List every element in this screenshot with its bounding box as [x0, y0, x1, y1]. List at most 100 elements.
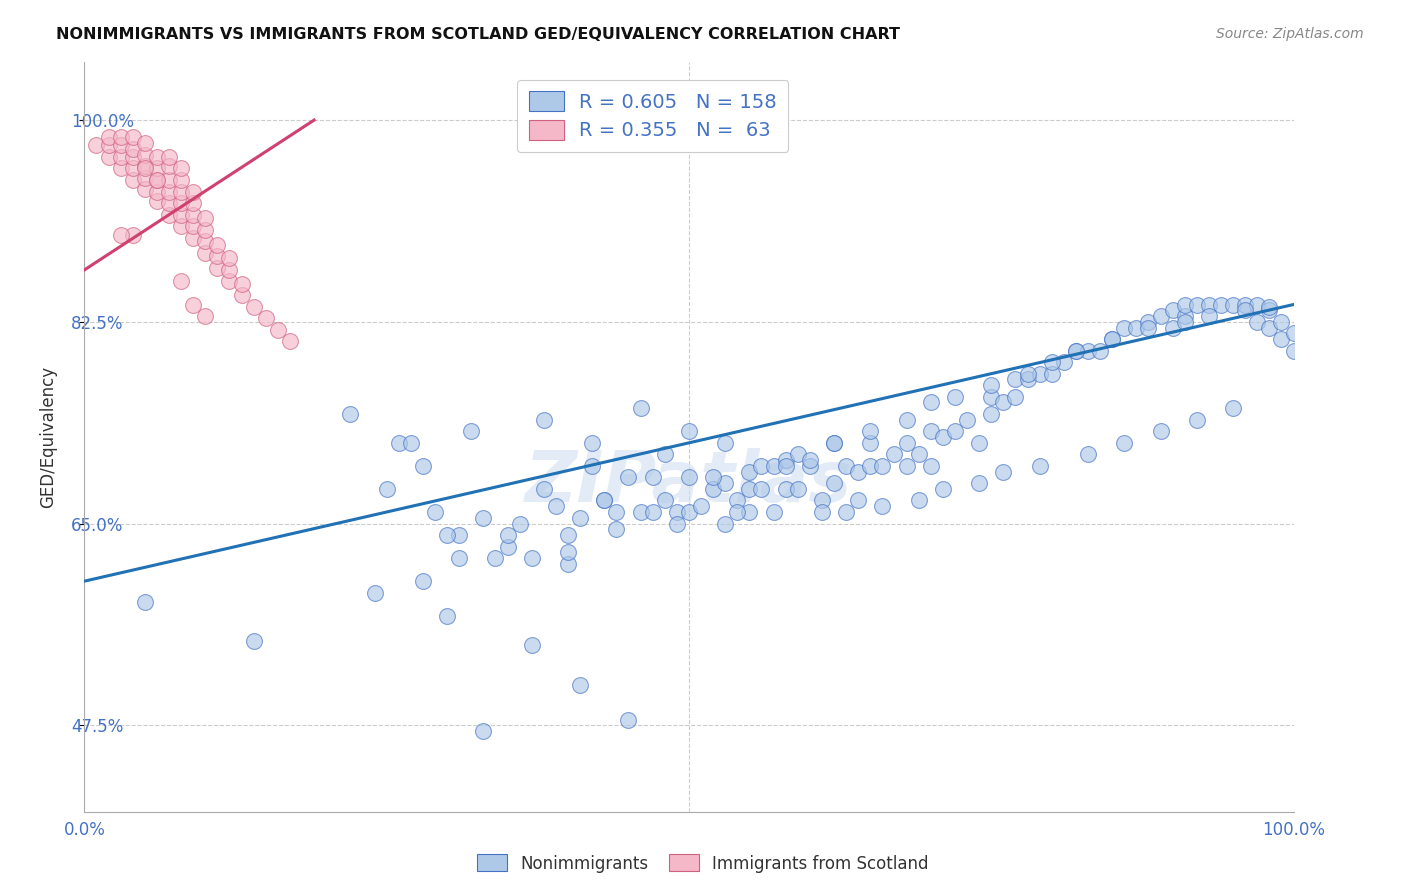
Point	[423, 505, 446, 519]
Point	[157, 173, 180, 187]
Point	[1114, 435, 1136, 450]
Point	[110, 161, 132, 176]
Point	[799, 453, 821, 467]
Point	[557, 528, 579, 542]
Point	[278, 334, 301, 349]
Point	[1137, 320, 1160, 334]
Point	[823, 435, 845, 450]
Point	[86, 138, 108, 153]
Point	[97, 130, 120, 145]
Point	[121, 173, 143, 187]
Point	[242, 300, 264, 314]
Point	[678, 470, 700, 484]
Point	[967, 476, 990, 491]
Point	[170, 185, 193, 199]
Point	[1258, 303, 1281, 318]
Point	[121, 228, 143, 243]
Point	[157, 185, 180, 199]
Point	[218, 252, 240, 266]
Point	[1040, 367, 1063, 381]
Legend: R = 0.605   N = 158, R = 0.355   N =  63: R = 0.605 N = 158, R = 0.355 N = 63	[517, 79, 789, 152]
Text: Source: ZipAtlas.com: Source: ZipAtlas.com	[1216, 27, 1364, 41]
Point	[388, 435, 411, 450]
Point	[702, 482, 724, 496]
Point	[134, 170, 156, 185]
Point	[725, 493, 748, 508]
Point	[896, 413, 918, 427]
Point	[449, 528, 471, 542]
Point	[194, 309, 217, 323]
Point	[496, 540, 519, 554]
Point	[1174, 315, 1197, 329]
Point	[363, 585, 385, 599]
Point	[835, 505, 858, 519]
Point	[872, 500, 894, 514]
Point	[97, 138, 120, 153]
Point	[630, 401, 652, 416]
Point	[207, 260, 229, 275]
Point	[1101, 332, 1123, 346]
Point	[1185, 297, 1208, 311]
Point	[170, 219, 193, 234]
Point	[146, 161, 169, 176]
Point	[472, 510, 495, 524]
Point	[581, 458, 603, 473]
Point	[544, 500, 567, 514]
Point	[218, 263, 240, 277]
Point	[557, 557, 579, 571]
Point	[859, 435, 882, 450]
Point	[932, 482, 955, 496]
Legend: Nonimmigrants, Immigrants from Scotland: Nonimmigrants, Immigrants from Scotland	[471, 847, 935, 880]
Point	[1161, 320, 1184, 334]
Point	[1282, 326, 1305, 341]
Point	[194, 211, 217, 225]
Point	[1209, 297, 1232, 311]
Point	[811, 505, 834, 519]
Point	[654, 493, 676, 508]
Point	[121, 161, 143, 176]
Point	[1004, 372, 1026, 386]
Point	[846, 465, 869, 479]
Point	[967, 435, 990, 450]
Point	[146, 173, 169, 187]
Point	[157, 159, 180, 173]
Point	[738, 465, 761, 479]
Point	[714, 516, 737, 531]
Point	[449, 551, 471, 566]
Point	[1017, 367, 1039, 381]
Point	[1064, 343, 1087, 358]
Point	[134, 159, 156, 173]
Point	[1077, 343, 1099, 358]
Point	[194, 222, 217, 236]
Point	[412, 574, 434, 589]
Point	[993, 395, 1015, 409]
Point	[641, 505, 664, 519]
Point	[436, 608, 458, 623]
Point	[665, 505, 688, 519]
Point	[956, 413, 979, 427]
Point	[641, 470, 664, 484]
Point	[207, 249, 229, 263]
Point	[980, 407, 1002, 421]
Point	[1101, 332, 1123, 346]
Point	[1174, 309, 1197, 323]
Point	[835, 458, 858, 473]
Point	[1234, 297, 1257, 311]
Point	[509, 516, 531, 531]
Point	[617, 713, 640, 727]
Point	[375, 482, 398, 496]
Point	[786, 482, 808, 496]
Point	[943, 390, 966, 404]
Point	[496, 528, 519, 542]
Point	[254, 311, 277, 326]
Point	[775, 458, 797, 473]
Point	[665, 516, 688, 531]
Point	[883, 447, 905, 461]
Point	[859, 458, 882, 473]
Point	[738, 482, 761, 496]
Point	[110, 138, 132, 153]
Point	[751, 482, 773, 496]
Point	[980, 378, 1002, 392]
Point	[121, 150, 143, 164]
Point	[738, 505, 761, 519]
